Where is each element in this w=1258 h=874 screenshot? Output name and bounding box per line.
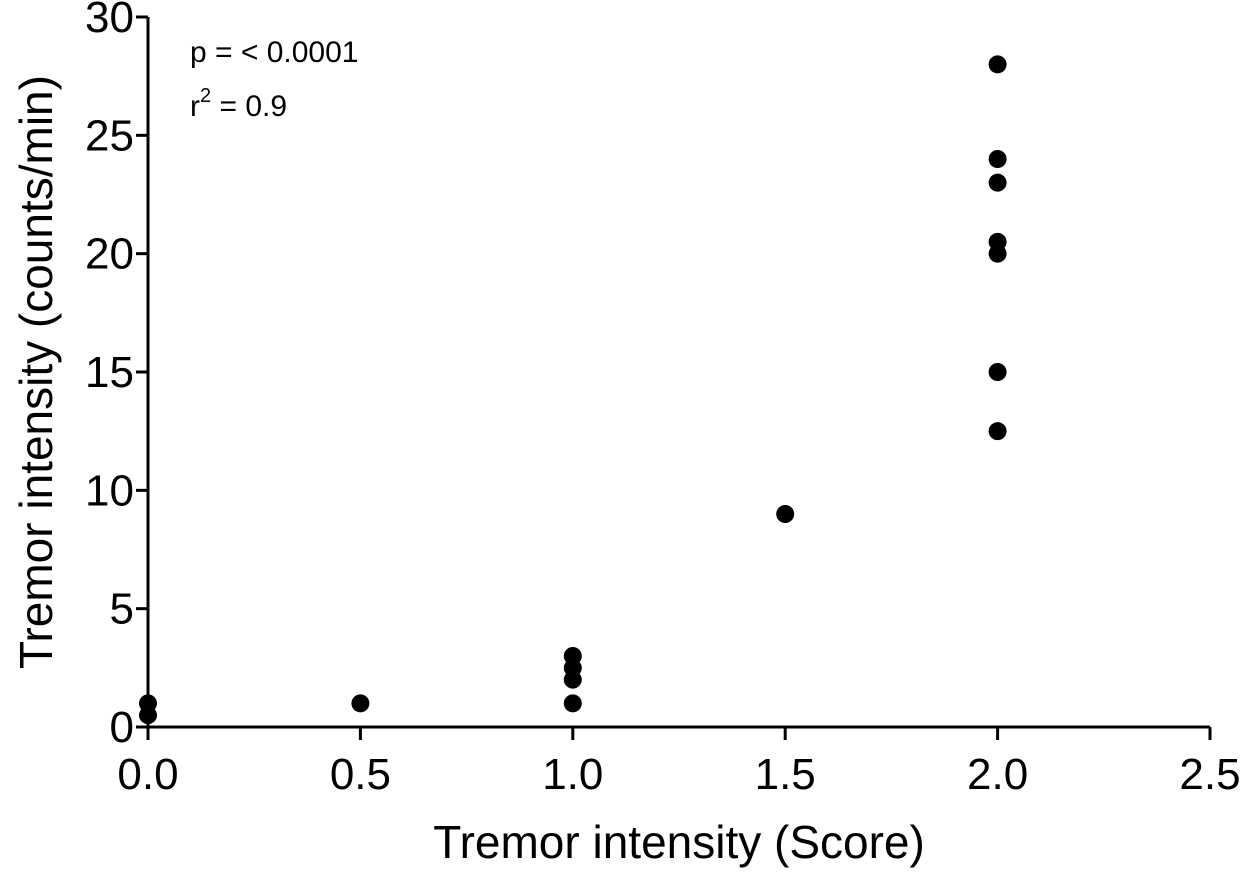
data-point [988, 363, 1007, 381]
x-axis-title: Tremor intensity (Score) [433, 816, 925, 868]
data-point [988, 150, 1007, 168]
r-squared-value: = 0.9 [211, 90, 287, 123]
data-point [139, 706, 157, 725]
data-point [351, 694, 370, 713]
x-ticks-group: 0.0 0.5 1.0 1.5 2.0 2.5 [117, 727, 1241, 799]
r-squared-base: r [190, 90, 200, 123]
y-tick-label: 25 [85, 111, 134, 160]
axes-group [146, 17, 1210, 729]
x-tick-label: 2.5 [1179, 750, 1240, 799]
y-tick-label: 10 [85, 466, 134, 515]
y-tick-label: 0 [110, 703, 134, 752]
data-point [563, 670, 582, 689]
data-point [563, 694, 582, 713]
y-axis-title: Tremor intensity (counts/min) [10, 75, 62, 669]
x-tick-label: 2.0 [967, 750, 1028, 799]
data-point [988, 422, 1007, 441]
data-point [776, 505, 795, 523]
y-ticks-group: 0 5 10 15 20 25 30 [85, 0, 148, 752]
x-tick-label: 1.5 [755, 750, 816, 799]
x-tick-label: 1.0 [542, 750, 603, 799]
x-tick-label: 0.0 [117, 750, 178, 799]
r-squared-exponent: 2 [200, 85, 211, 107]
data-points-group [139, 55, 1007, 725]
data-point [988, 173, 1007, 192]
x-tick-label: 0.5 [330, 750, 391, 799]
data-point [988, 55, 1007, 74]
data-point [988, 244, 1007, 263]
r-squared-annotation: r2 = 0.9 [190, 85, 287, 123]
y-tick-label: 20 [85, 230, 134, 279]
y-tick-label: 30 [85, 0, 134, 42]
y-tick-label: 15 [85, 348, 134, 397]
y-tick-label: 5 [110, 585, 134, 634]
p-value-annotation: p = < 0.0001 [190, 36, 359, 69]
